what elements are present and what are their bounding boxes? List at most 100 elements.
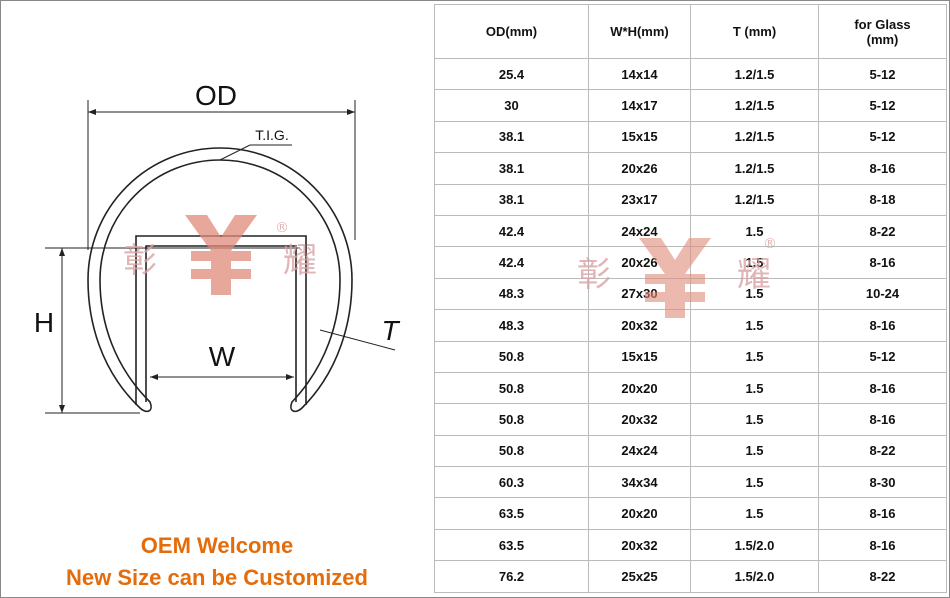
table-cell: 20x32 [588,309,691,342]
caption: New Size can be Customized [66,565,368,590]
table-body: 25.4 14x14 1.2/1.5 5-12 30 14x17 1.2/1.5 5-12 38… [434,57,947,593]
table-cell: 1.5/2.0 [690,528,819,562]
table-cell: 8-16 [818,528,947,562]
profile-diagram: 彰 耀 ® OD T.I.G. H W T [34,80,400,414]
table-cell: 50.8 [434,434,589,468]
table-cell: 1.5/2.0 [690,560,819,593]
caption: OEM Welcome [140,533,294,558]
watermark-char: 耀 [283,241,317,281]
table-cell: 5-12 [818,57,947,91]
table-cell: 8-18 [818,183,947,216]
table-cell: 5-12 [818,340,947,373]
table-cell: 1.5 [690,246,819,279]
table-row: 63.5 20x32 1.5/2.0 8-16 [434,528,947,562]
table-cell: 1.5 [690,371,819,405]
table-cell: 50.8 [434,340,589,373]
table-cell: 8-16 [818,403,947,436]
table-cell: 1.5 [690,277,819,311]
table-cell: 48.3 [434,309,589,342]
table-cell: 50.8 [434,371,589,405]
t-label: T [381,315,400,346]
table-cell: 1.2/1.5 [690,57,819,91]
table-cell: 38.1 [434,120,589,154]
header-cell: for Glass (mm) [818,4,947,59]
table-row: 63.5 20x20 1.5 8-16 [434,497,947,530]
table-row: 76.2 25x25 1.5/2.0 8-22 [434,560,947,593]
table-cell: 20x20 [588,371,691,405]
table-cell: 76.2 [434,560,589,593]
header-cell: OD(mm) [434,4,589,59]
table-cell: 38.1 [434,183,589,216]
table-cell: 1.5 [690,466,819,499]
t-leader [319,329,396,351]
table-cell: 20x26 [588,152,691,185]
table-row: 38.1 15x15 1.2/1.5 5-12 [434,120,947,154]
h-label: H [34,307,54,338]
table-cell: 8-22 [818,214,947,248]
table-cell: 63.5 [434,497,589,530]
table-cell: 8-16 [818,371,947,405]
table-cell: 20x26 [588,246,691,279]
table-cell: 42.4 [434,214,589,248]
table-cell: 15x15 [588,340,691,373]
watermark-char: 彰 [123,241,157,281]
table-cell: 10-24 [818,277,947,311]
tig-label: T.I.G. [255,127,288,143]
table-row: 38.1 20x26 1.2/1.5 8-16 [434,152,947,185]
table-cell: 1.5 [690,340,819,373]
spec-table: OD(mm) W*H(mm) T (mm) for Glass (mm) 25.4 14… [434,4,947,593]
table-cell: 8-16 [818,497,947,530]
watermark-logo [185,215,257,295]
table-row: 42.4 24x24 1.5 8-22 [434,214,947,248]
table-cell: 48.3 [434,277,589,311]
table-row: 48.3 20x32 1.5 8-16 [434,309,947,342]
table-cell: 24x24 [588,214,691,248]
table-cell: 8-22 [818,434,947,468]
table-cell: 27x30 [588,277,691,311]
table-cell: 14x14 [588,57,691,91]
table-cell: 24x24 [588,434,691,468]
table-row: 50.8 20x20 1.5 8-16 [434,371,947,405]
table-cell: 1.2/1.5 [690,120,819,154]
w-label: W [209,341,236,372]
table-cell: 1.2/1.5 [690,89,819,122]
table-cell: 1.2/1.5 [690,183,819,216]
table-cell: 8-16 [818,246,947,279]
table-cell: 1.5 [690,309,819,342]
table-row: 60.3 34x34 1.5 8-30 [434,466,947,499]
table-cell: 5-12 [818,89,947,122]
table-row: 25.4 14x14 1.2/1.5 5-12 [434,57,947,91]
table-row: 48.3 27x30 1.5 10-24 [434,277,947,311]
registered-mark: ® [275,220,289,236]
table-row: 38.1 23x17 1.2/1.5 8-18 [434,183,947,216]
table-cell: 20x32 [588,528,691,562]
table-cell: 20x20 [588,497,691,530]
table-cell: 1.5 [690,434,819,468]
table-row: 30 14x17 1.2/1.5 5-12 [434,89,947,122]
table-cell: 25x25 [588,560,691,593]
table-cell: 63.5 [434,528,589,562]
watermark: 彰 耀 ® [123,215,317,295]
table-cell: 1.5 [690,497,819,530]
table-cell: 15x15 [588,120,691,154]
table-row: 50.8 20x32 1.5 8-16 [434,403,947,436]
table-cell: 30 [434,89,589,122]
tig-leader [219,144,251,161]
table-cell: 42.4 [434,246,589,279]
table-cell: 8-30 [818,466,947,499]
table-cell: 50.8 [434,403,589,436]
header-cell: T (mm) [690,4,819,59]
table-cell: 8-16 [818,152,947,185]
table-cell: 20x32 [588,403,691,436]
table-cell: 23x17 [588,183,691,216]
table-row: 50.8 15x15 1.5 5-12 [434,340,947,373]
header-row: OD(mm) W*H(mm) T (mm) for Glass (mm) [434,4,947,59]
table-cell: 8-16 [818,309,947,342]
table-row: 42.4 20x26 1.5 8-16 [434,246,947,279]
header-cell: W*H(mm) [588,4,691,59]
table-cell: 25.4 [434,57,589,91]
od-label: OD [195,80,237,111]
table-cell: 1.5 [690,214,819,248]
outer-profile [87,147,353,413]
